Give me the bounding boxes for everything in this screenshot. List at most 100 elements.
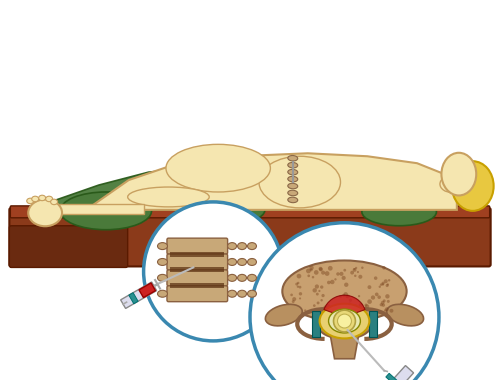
Circle shape — [331, 313, 334, 317]
Circle shape — [320, 309, 324, 313]
Circle shape — [308, 274, 310, 277]
Circle shape — [328, 266, 332, 271]
Polygon shape — [139, 283, 156, 298]
Ellipse shape — [362, 198, 436, 226]
Ellipse shape — [158, 290, 168, 297]
Ellipse shape — [288, 183, 298, 189]
Circle shape — [318, 267, 322, 271]
Circle shape — [344, 292, 348, 296]
Polygon shape — [129, 293, 138, 304]
Ellipse shape — [248, 274, 256, 281]
Circle shape — [296, 285, 299, 288]
FancyBboxPatch shape — [167, 286, 228, 302]
Ellipse shape — [259, 156, 340, 208]
Circle shape — [368, 299, 372, 304]
Circle shape — [371, 295, 375, 300]
Circle shape — [304, 309, 306, 312]
Ellipse shape — [282, 261, 406, 322]
Circle shape — [330, 280, 334, 284]
Circle shape — [390, 309, 394, 313]
Polygon shape — [170, 283, 224, 288]
Circle shape — [344, 269, 346, 272]
Circle shape — [375, 293, 378, 296]
Ellipse shape — [288, 197, 298, 203]
Circle shape — [354, 316, 356, 318]
Circle shape — [144, 202, 283, 341]
Circle shape — [310, 266, 314, 270]
Circle shape — [382, 299, 386, 303]
Polygon shape — [170, 267, 224, 272]
Circle shape — [378, 295, 381, 299]
FancyBboxPatch shape — [10, 226, 128, 267]
Circle shape — [358, 275, 362, 279]
Ellipse shape — [440, 176, 464, 192]
Circle shape — [336, 272, 340, 276]
Circle shape — [365, 304, 369, 309]
Circle shape — [334, 307, 336, 309]
Circle shape — [321, 271, 325, 275]
Ellipse shape — [128, 187, 209, 207]
Polygon shape — [56, 162, 288, 210]
Polygon shape — [120, 282, 156, 309]
Circle shape — [361, 266, 364, 269]
Ellipse shape — [266, 304, 302, 326]
Ellipse shape — [228, 243, 236, 250]
Wedge shape — [324, 295, 365, 317]
Circle shape — [296, 283, 298, 286]
Circle shape — [342, 319, 344, 322]
Polygon shape — [89, 153, 457, 210]
Ellipse shape — [228, 258, 236, 266]
Circle shape — [355, 267, 358, 269]
Circle shape — [324, 306, 328, 309]
Ellipse shape — [60, 192, 152, 230]
Circle shape — [312, 276, 314, 279]
Ellipse shape — [248, 243, 256, 250]
Circle shape — [378, 286, 381, 288]
Ellipse shape — [442, 153, 476, 195]
Polygon shape — [330, 331, 360, 359]
Ellipse shape — [158, 274, 168, 281]
Circle shape — [318, 317, 322, 321]
Circle shape — [374, 276, 378, 280]
Polygon shape — [370, 311, 378, 337]
Circle shape — [322, 294, 324, 297]
Circle shape — [292, 297, 296, 301]
Circle shape — [346, 307, 348, 310]
Circle shape — [334, 310, 355, 332]
Ellipse shape — [328, 309, 360, 333]
Circle shape — [312, 288, 317, 293]
Ellipse shape — [320, 304, 370, 338]
Circle shape — [338, 314, 351, 328]
Ellipse shape — [238, 274, 246, 281]
Ellipse shape — [288, 162, 298, 168]
Circle shape — [357, 271, 359, 273]
Circle shape — [344, 283, 348, 287]
Circle shape — [384, 309, 386, 312]
Circle shape — [299, 292, 302, 296]
Circle shape — [310, 268, 312, 271]
Circle shape — [382, 266, 386, 270]
Ellipse shape — [288, 155, 298, 161]
FancyBboxPatch shape — [167, 254, 228, 270]
Ellipse shape — [158, 258, 168, 266]
Circle shape — [345, 304, 348, 307]
Circle shape — [344, 315, 347, 317]
Ellipse shape — [228, 274, 236, 281]
Circle shape — [315, 284, 319, 289]
Ellipse shape — [46, 196, 52, 202]
Circle shape — [382, 283, 384, 286]
Circle shape — [358, 295, 360, 297]
Circle shape — [316, 301, 320, 304]
Ellipse shape — [288, 176, 298, 182]
Circle shape — [292, 300, 294, 303]
Ellipse shape — [238, 258, 246, 266]
Circle shape — [320, 285, 324, 289]
Circle shape — [354, 275, 356, 277]
FancyBboxPatch shape — [10, 208, 490, 266]
Circle shape — [324, 271, 330, 276]
Ellipse shape — [248, 258, 256, 266]
Circle shape — [368, 285, 372, 289]
Circle shape — [348, 303, 352, 306]
Circle shape — [344, 312, 348, 317]
FancyBboxPatch shape — [167, 238, 228, 254]
